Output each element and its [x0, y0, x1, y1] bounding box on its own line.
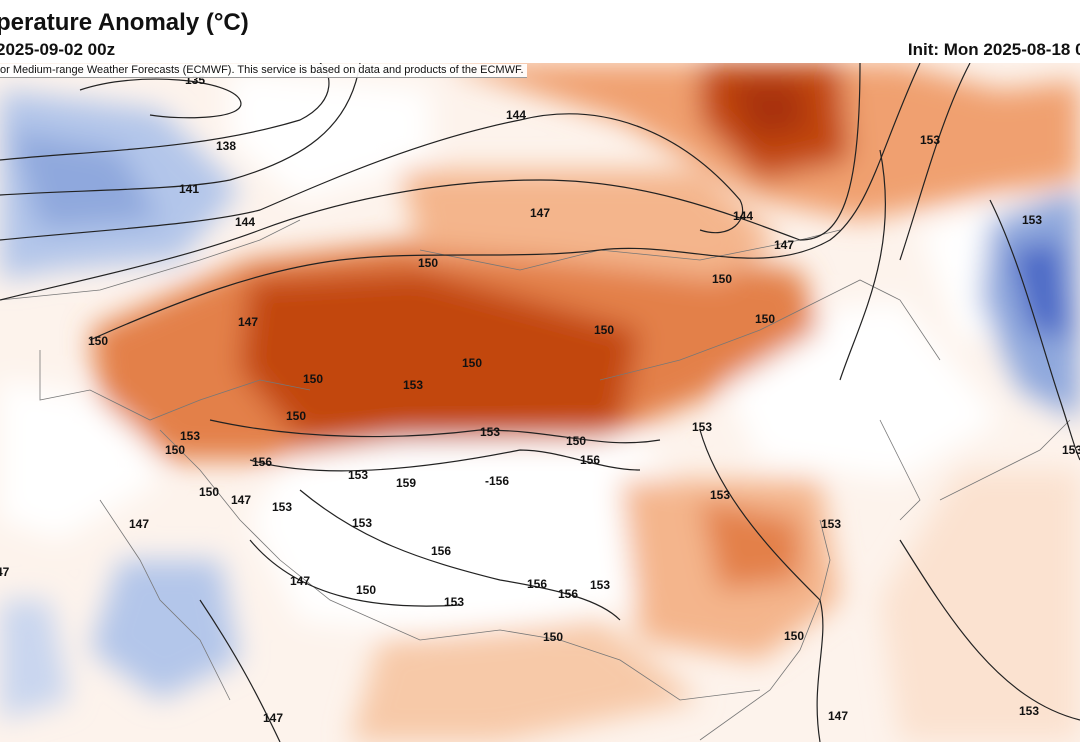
contour-label: 153	[1062, 443, 1080, 457]
contour-label: 153	[403, 378, 423, 392]
anomaly-shading	[0, 63, 1080, 742]
contour-label: 47	[0, 565, 10, 579]
country-borders	[0, 219, 1071, 741]
contour-labels: 135 138 141 144 144 147 144 147 153 153 …	[0, 73, 1080, 725]
contour-label: 153	[272, 500, 292, 514]
contour-label: 147	[290, 574, 310, 588]
contour-label: 150	[88, 334, 108, 348]
contour-label: 150	[356, 583, 376, 597]
contour-label: 153	[352, 516, 372, 530]
contour-label: 150	[543, 630, 563, 644]
contour-label: 153	[480, 425, 500, 439]
contour-label: 150	[165, 443, 185, 457]
contour-label: 147	[530, 206, 550, 220]
contour-label: 153	[590, 578, 610, 592]
contour-label: 144	[235, 215, 255, 229]
contour-label: 150	[303, 372, 323, 386]
contour-label: 153	[444, 595, 464, 609]
contour-label: 138	[216, 139, 236, 153]
temperature-anomaly-map: 135 138 141 144 144 147 144 147 153 153 …	[0, 63, 1080, 742]
contour-label: 153	[821, 517, 841, 531]
contour-label: -156	[485, 474, 509, 488]
contour-label: 153	[348, 468, 368, 482]
contour-label: 150	[199, 485, 219, 499]
map-title: perature Anomaly (°C)	[0, 9, 249, 36]
contour-label: 159	[396, 476, 416, 490]
contour-label: 150	[566, 434, 586, 448]
contour-label: 156	[558, 587, 578, 601]
map-canvas: 135 138 141 144 144 147 144 147 153 153 …	[0, 63, 1080, 742]
contour-label: 153	[180, 429, 200, 443]
contour-label: 147	[231, 493, 251, 507]
contour-label: 141	[179, 182, 199, 196]
contour-label: 153	[710, 488, 730, 502]
contour-label: 150	[755, 312, 775, 326]
contour-label: 144	[506, 108, 526, 122]
contour-label: 153	[1019, 704, 1039, 718]
contour-label: 147	[774, 238, 794, 252]
contour-label: 153	[1022, 213, 1042, 227]
contour-label: 150	[418, 256, 438, 270]
contour-label: 156	[580, 453, 600, 467]
contour-label: 147	[129, 517, 149, 531]
contour-label: 156	[252, 455, 272, 469]
contour-label: 150	[594, 323, 614, 337]
contour-label: 147	[238, 315, 258, 329]
contour-label: 147	[828, 709, 848, 723]
contour-label: 147	[263, 711, 283, 725]
contour-label: 153	[692, 420, 712, 434]
init-time: Init: Mon 2025-08-18 00	[907, 40, 1080, 59]
contour-label: 150	[286, 409, 306, 423]
contour-label: 156	[527, 577, 547, 591]
contour-label: 150	[712, 272, 732, 286]
contour-label: 150	[784, 629, 804, 643]
contour-label: 153	[920, 133, 940, 147]
valid-time: 2025-09-02 00z	[0, 40, 116, 59]
contour-label: 156	[431, 544, 451, 558]
contour-label: 150	[462, 356, 482, 370]
height-contours	[0, 63, 1080, 742]
credit-text: or Medium-range Weather Forecasts (ECMWF…	[0, 64, 527, 78]
contour-label: 144	[733, 209, 753, 223]
